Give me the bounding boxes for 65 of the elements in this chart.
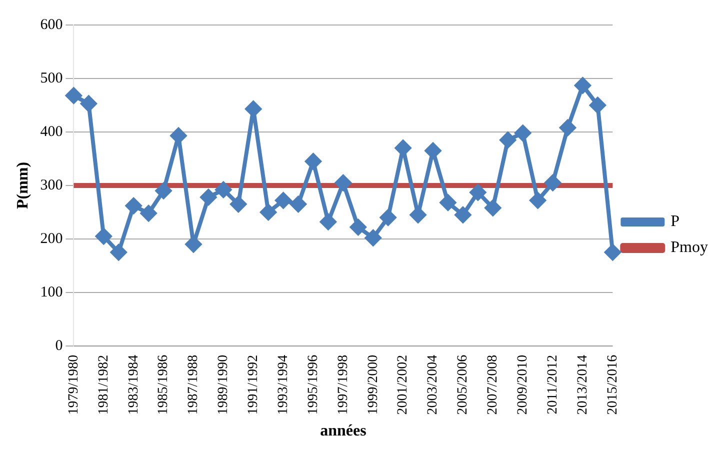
point <box>156 182 172 199</box>
legend-label: Pmoy <box>670 239 708 256</box>
point <box>574 77 591 94</box>
point <box>215 182 232 198</box>
point <box>425 142 442 159</box>
point <box>66 88 82 104</box>
point <box>320 214 336 230</box>
point <box>245 100 262 117</box>
y-tick-label: 0 <box>55 338 63 354</box>
x-tick-label: 1983/1984 <box>126 354 142 415</box>
point <box>530 192 546 208</box>
x-tick-label: 1997/1998 <box>336 354 351 415</box>
x-tick-label: 1985/1986 <box>156 354 172 415</box>
x-tick-label: 2007/2008 <box>486 354 501 415</box>
point <box>275 192 292 208</box>
point <box>200 189 216 206</box>
legend-label: P <box>670 213 680 230</box>
point <box>305 153 322 170</box>
point <box>110 244 127 260</box>
point <box>380 210 396 226</box>
point <box>560 120 576 136</box>
x-tick-label: 1987/1988 <box>186 354 202 415</box>
point <box>140 205 157 222</box>
y-tick-label: 400 <box>40 124 63 140</box>
x-tick-label: 1981/1982 <box>96 354 112 415</box>
point <box>500 132 516 148</box>
point <box>80 96 97 112</box>
point <box>440 194 456 211</box>
point <box>96 228 112 244</box>
x-tick-label: 2011/2012 <box>545 354 560 414</box>
point <box>365 230 382 246</box>
point <box>170 128 186 144</box>
y-tick-label: 200 <box>40 230 63 247</box>
x-tick-label: 2003/2004 <box>426 354 441 415</box>
x-tick-label: 2005/2006 <box>456 354 471 415</box>
point <box>260 204 276 220</box>
x-tick-label: 1979/1980 <box>66 354 82 415</box>
point <box>544 174 561 191</box>
point <box>335 174 352 191</box>
y-tick-label: 500 <box>40 70 63 86</box>
point <box>290 196 306 212</box>
point <box>470 184 486 200</box>
point <box>230 196 246 212</box>
x-tick-label: 1999/2000 <box>366 354 381 415</box>
point <box>185 236 202 252</box>
x-axis-title: années <box>320 422 366 440</box>
point <box>484 200 501 216</box>
x-tick-label: 1995/1996 <box>306 354 321 415</box>
point <box>514 125 531 142</box>
x-tick-label: 2001/2002 <box>396 354 411 415</box>
y-axis-title: P(mm) <box>14 162 32 209</box>
x-tick-label: 2015/2016 <box>605 354 620 415</box>
x-tick-label: 1991/1992 <box>246 354 262 415</box>
x-tick-label: 2009/2010 <box>516 354 530 415</box>
x-tick-label: 2013/2014 <box>575 354 590 415</box>
x-tick-label: 1989/1990 <box>216 354 232 415</box>
point <box>126 198 142 214</box>
point <box>350 219 366 236</box>
point <box>604 244 621 260</box>
y-tick-label: 600 <box>40 16 63 33</box>
point <box>590 97 606 114</box>
point <box>454 206 471 223</box>
y-tick-label: 300 <box>40 177 63 194</box>
x-tick-label: 1993/1994 <box>276 354 291 415</box>
y-tick-label: 100 <box>40 284 63 300</box>
